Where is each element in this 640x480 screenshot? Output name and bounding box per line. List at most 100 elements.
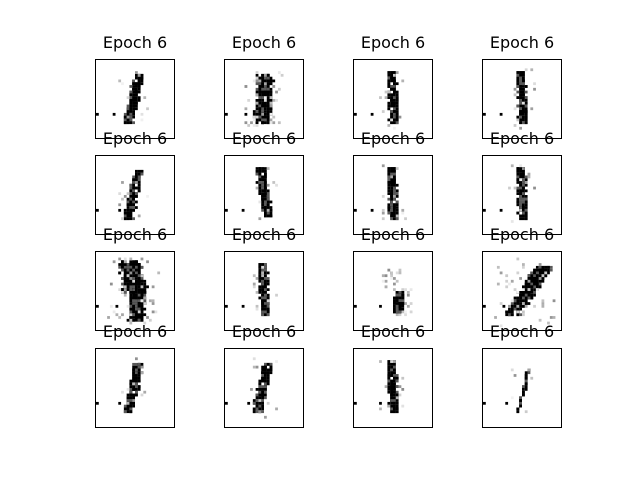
pixel xyxy=(384,90,388,94)
pixel xyxy=(519,82,522,86)
pixel xyxy=(387,172,391,176)
pixel xyxy=(123,268,127,272)
pixel xyxy=(524,85,528,88)
pixel xyxy=(126,304,130,308)
pixel xyxy=(277,121,281,125)
pixel xyxy=(390,271,393,275)
pixel xyxy=(395,82,399,86)
pixel xyxy=(516,90,520,94)
pixel xyxy=(135,288,138,291)
pixel xyxy=(118,192,122,195)
pixel xyxy=(379,407,382,411)
pixel xyxy=(255,407,259,411)
pixel xyxy=(135,206,138,209)
pixel xyxy=(132,318,135,322)
pixel xyxy=(395,296,399,300)
pixel xyxy=(264,396,267,400)
pixel xyxy=(129,399,133,402)
pixel xyxy=(126,217,130,221)
pixel xyxy=(137,76,141,80)
pixel xyxy=(146,285,149,289)
panel-title: Epoch 6 xyxy=(489,225,555,244)
pixel xyxy=(255,79,259,83)
pixel xyxy=(261,183,264,187)
pixel xyxy=(390,178,393,182)
pixel xyxy=(140,362,144,366)
pixel xyxy=(264,192,267,195)
pixel xyxy=(393,368,396,372)
pixel xyxy=(395,404,399,408)
pixel xyxy=(393,362,396,366)
pixel xyxy=(393,169,396,173)
pixel xyxy=(527,279,531,283)
pixel xyxy=(151,310,155,314)
pixel xyxy=(258,101,262,105)
pixel xyxy=(513,304,517,308)
pixel xyxy=(524,388,528,391)
pixel xyxy=(247,99,251,102)
pixel xyxy=(524,96,528,99)
pixel xyxy=(393,195,396,198)
pixel xyxy=(266,90,270,94)
pixel xyxy=(266,282,270,286)
pixel xyxy=(143,285,147,289)
pixel xyxy=(129,90,133,94)
sample-image xyxy=(95,59,175,139)
pixel xyxy=(140,282,144,286)
pixel xyxy=(483,112,486,116)
pixel xyxy=(261,385,264,388)
pixel xyxy=(129,393,133,397)
pixel xyxy=(132,183,135,187)
pixel xyxy=(137,376,141,380)
pixel xyxy=(135,316,138,319)
pixel xyxy=(258,382,262,386)
pixel xyxy=(132,302,135,305)
pixel xyxy=(522,90,525,94)
pixel xyxy=(387,192,391,195)
pixel xyxy=(522,302,525,305)
pixel xyxy=(398,291,402,294)
pixel xyxy=(258,175,262,179)
pixel xyxy=(266,401,270,405)
pixel xyxy=(261,285,264,289)
pixel xyxy=(129,101,133,105)
pixel xyxy=(395,217,399,221)
pixel xyxy=(390,189,393,193)
pixel xyxy=(505,401,509,405)
pixel xyxy=(395,200,399,204)
pixel xyxy=(530,376,534,380)
pixel xyxy=(261,379,264,383)
pixel xyxy=(255,181,259,184)
pixel xyxy=(404,217,407,221)
pixel xyxy=(538,271,542,275)
pixel xyxy=(387,206,391,209)
pixel xyxy=(143,307,147,311)
pixel xyxy=(269,200,273,204)
pixel xyxy=(513,107,517,111)
pixel xyxy=(258,96,262,99)
pixel xyxy=(126,271,130,275)
pixel xyxy=(126,288,130,291)
sample-panel: Epoch 6 xyxy=(482,129,562,235)
pixel xyxy=(132,362,135,366)
pixel xyxy=(129,307,133,311)
pixel xyxy=(261,310,264,314)
pixel xyxy=(524,279,528,283)
pixel xyxy=(129,293,133,297)
pixel xyxy=(381,211,385,215)
pixel xyxy=(269,112,273,116)
pixel xyxy=(258,118,262,122)
pixel xyxy=(398,307,402,311)
pixel xyxy=(135,376,138,380)
pixel xyxy=(143,293,147,297)
generated-digit-image xyxy=(483,164,536,223)
pixel xyxy=(132,316,135,319)
pixel xyxy=(252,110,256,113)
pixel xyxy=(252,357,256,361)
pixel xyxy=(129,99,133,102)
pixel xyxy=(266,99,270,102)
pixel xyxy=(390,407,393,411)
pixel xyxy=(409,288,413,291)
pixel xyxy=(137,371,141,375)
pixel xyxy=(140,302,144,305)
